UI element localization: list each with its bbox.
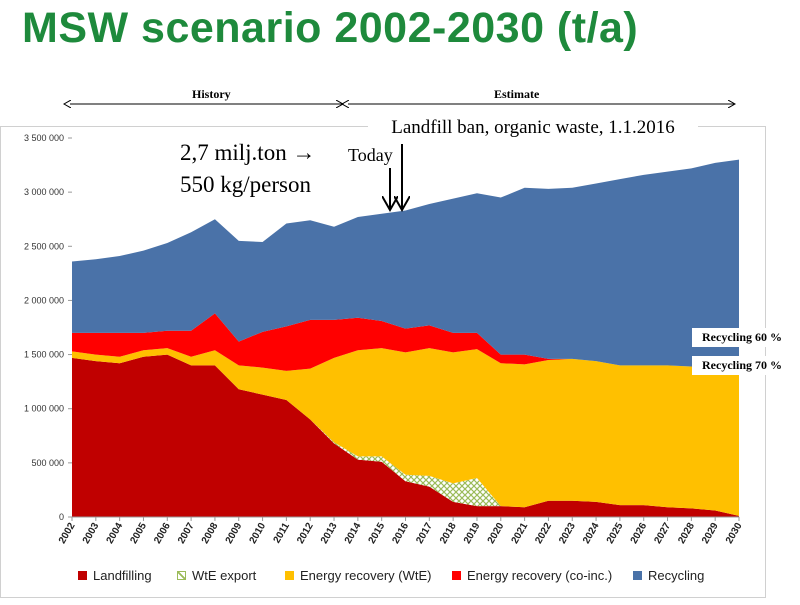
history-label: History <box>192 87 231 101</box>
estimate-label: Estimate <box>494 87 540 101</box>
legend-item-landfilling: Landfilling <box>78 568 152 583</box>
x-tick-label: 2019 <box>462 521 483 546</box>
quantity-note: 2,7 milj.ton → <box>180 140 315 166</box>
x-axis: 2002 2003 2004 2005 2006 2007 2008 2009 2010 2011… <box>57 516 745 546</box>
y-tick-label: 1 500 000 <box>24 350 64 360</box>
legend-item-energy-wte: Energy recovery (WtE) <box>285 568 431 583</box>
x-tick-label: 2022 <box>533 521 554 546</box>
legend-label-landfilling: Landfilling <box>93 568 152 583</box>
legend-label-recycling: Recycling <box>648 568 705 583</box>
x-tick-label: 2016 <box>390 521 411 546</box>
y-tick-label: 0 <box>59 512 64 522</box>
per-person-note: 550 kg/person <box>180 172 311 197</box>
area-series-energy-recovery-co-inc <box>72 313 739 371</box>
x-tick-label: 2025 <box>605 521 626 546</box>
x-tick-label: 2002 <box>57 521 78 546</box>
y-tick-label: 500 000 <box>31 458 64 468</box>
x-tick-label: 2026 <box>629 521 650 546</box>
legend-swatch-wte-export <box>177 571 186 580</box>
legend-swatch-energy-coinc <box>452 571 461 580</box>
quantity-note-line1: 2,7 milj.ton <box>180 140 287 165</box>
area-series-recycling <box>72 159 739 369</box>
y-tick-label: 3 000 000 <box>24 187 64 197</box>
today-label: Today <box>348 145 393 165</box>
legend-swatch-recycling <box>633 571 642 580</box>
page-title: MSW scenario 2002-2030 (t/a) <box>22 4 639 52</box>
x-tick-label: 2007 <box>176 521 197 546</box>
area-series-energy-recovery-wte <box>72 348 739 516</box>
x-tick-label: 2012 <box>295 521 316 546</box>
area-series-landfilling <box>72 354 739 517</box>
legend-item-wte-export: WtE export <box>177 568 256 583</box>
legend-swatch-energy-wte <box>285 571 294 580</box>
x-tick-label: 2024 <box>581 521 602 546</box>
y-tick-label: 2 500 000 <box>24 241 64 251</box>
x-tick-label: 2003 <box>81 521 102 546</box>
x-tick-label: 2023 <box>557 521 578 546</box>
x-tick-label: 2021 <box>510 521 531 546</box>
x-tick-label: 2017 <box>414 521 435 546</box>
legend-label-energy-coinc: Energy recovery (co-inc.) <box>467 568 613 583</box>
x-tick-label: 2028 <box>676 521 697 546</box>
x-tick-label: 2005 <box>128 521 149 546</box>
x-tick-label: 2029 <box>700 521 721 546</box>
recycling-70-label: Recycling 70 % <box>692 356 792 375</box>
x-tick-label: 2020 <box>486 521 507 546</box>
legend-label-wte-export: WtE export <box>192 568 257 583</box>
legend-swatch-landfilling <box>78 571 87 580</box>
landfill-ban-note: Landfill ban, organic waste, 1.1.2016 <box>368 116 698 140</box>
y-tick-label: 1 000 000 <box>24 404 64 414</box>
x-tick-label: 2011 <box>272 521 293 546</box>
y-tick-label: 2 000 000 <box>24 295 64 305</box>
right-arrow-icon: → <box>292 140 316 165</box>
y-axis: 0 500 000 1 000 000 1 500 000 2 000 000 2 500… <box>24 133 72 522</box>
x-tick-label: 2030 <box>724 521 745 546</box>
x-tick-label: 2010 <box>248 521 269 546</box>
legend-item-recycling: Recycling <box>633 568 704 583</box>
legend-item-energy-coinc: Energy recovery (co-inc.) <box>452 568 612 583</box>
x-tick-label: 2009 <box>224 521 245 546</box>
area-series-group <box>72 159 739 517</box>
x-tick-label: 2006 <box>152 521 173 546</box>
legend-label-energy-wte: Energy recovery (WtE) <box>300 568 432 583</box>
x-tick-label: 2004 <box>105 521 126 546</box>
y-tick-label: 3 500 000 <box>24 133 64 143</box>
x-tick-label: 2013 <box>319 521 340 546</box>
recycling-60-label: Recycling 60 % <box>692 328 792 347</box>
x-tick-label: 2027 <box>652 521 673 546</box>
x-tick-label: 2008 <box>200 521 221 546</box>
x-tick-label: 2014 <box>343 521 364 546</box>
x-tick-label: 2015 <box>367 521 388 546</box>
x-tick-label: 2018 <box>438 521 459 546</box>
